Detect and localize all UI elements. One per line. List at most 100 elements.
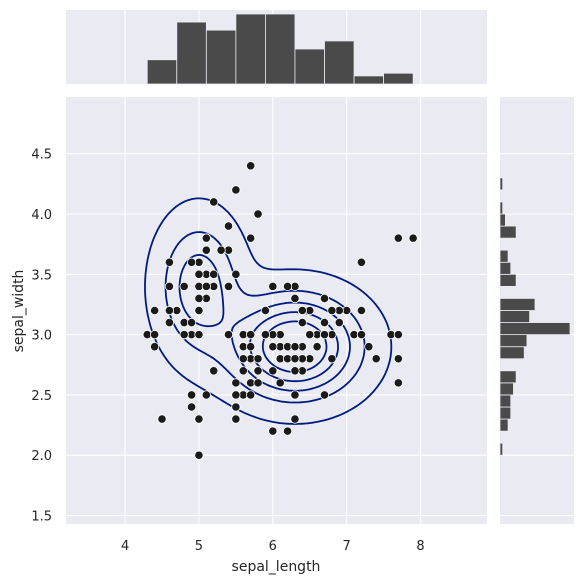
y-tick-label: 3.5 xyxy=(31,268,52,283)
scatter-point xyxy=(290,354,300,364)
scatter-point xyxy=(231,185,241,195)
scatter-point xyxy=(194,414,204,424)
scatter-point xyxy=(290,366,300,376)
scatter-point xyxy=(186,402,197,412)
scatter-point xyxy=(164,257,175,267)
scatter-point xyxy=(238,354,248,364)
x-histogram-bar xyxy=(294,48,325,85)
scatter-point xyxy=(186,257,197,267)
y-axis-label: sepal_width xyxy=(11,270,27,353)
y-histogram-bar xyxy=(499,261,512,275)
scatter-point xyxy=(371,354,381,364)
scatter-point xyxy=(305,330,315,340)
scatter-point xyxy=(319,330,330,340)
scatter-point xyxy=(356,257,367,267)
scatter-point xyxy=(253,366,263,376)
y-histogram-bar xyxy=(499,442,504,456)
scatter-point xyxy=(253,354,263,364)
scatter-point xyxy=(157,414,167,424)
scatter-point xyxy=(268,426,278,436)
scatter-point xyxy=(246,342,256,352)
scatter-point xyxy=(231,414,241,424)
scatter-point xyxy=(268,366,278,376)
y-tick-label: 3.0 xyxy=(31,329,52,344)
scatter-point xyxy=(364,342,374,352)
x-tick-label: 4 xyxy=(121,539,129,554)
scatter-point xyxy=(268,281,278,291)
scatter-point xyxy=(290,342,300,352)
plot-backgrounds xyxy=(66,10,574,524)
y-histogram-bar xyxy=(499,213,506,227)
scatter-point xyxy=(164,281,175,291)
scatter-point xyxy=(319,293,330,304)
scatter-point xyxy=(282,426,293,436)
y-histogram-bar xyxy=(499,177,504,191)
x-histogram-bar xyxy=(205,29,237,85)
scatter-point xyxy=(334,317,344,328)
scatter-point xyxy=(246,390,256,400)
scatter-point xyxy=(231,402,241,412)
y-histogram-bar xyxy=(499,334,528,348)
x-tick-label: 7 xyxy=(343,539,351,554)
x-histogram-bar xyxy=(176,21,207,85)
scatter-point xyxy=(246,161,256,171)
scatter-point xyxy=(238,366,248,376)
scatter-point xyxy=(223,330,234,340)
scatter-point xyxy=(164,305,175,316)
scatter-point xyxy=(194,450,204,460)
y-histogram-bar xyxy=(499,310,531,323)
scatter-point xyxy=(253,378,263,388)
scatter-point xyxy=(179,330,189,340)
scatter-point xyxy=(194,305,204,316)
scatter-point xyxy=(393,233,403,243)
y-tick-label: 2.0 xyxy=(31,449,52,464)
scatter-point xyxy=(194,269,204,279)
scatter-point xyxy=(209,269,219,279)
y-histogram-bar xyxy=(499,273,517,287)
main-plot-background xyxy=(66,97,487,524)
scatter-point xyxy=(275,378,285,388)
scatter-point xyxy=(297,305,307,316)
y-histogram-bar xyxy=(499,418,509,432)
scatter-point xyxy=(260,305,271,316)
scatter-point xyxy=(268,342,278,352)
scatter-point xyxy=(282,281,293,291)
x-tick-label: 8 xyxy=(416,539,424,554)
scatter-point xyxy=(201,233,211,243)
scatter-point xyxy=(408,233,418,243)
scatter-point xyxy=(290,293,300,304)
y-histogram-bar xyxy=(499,201,504,215)
kde-contours xyxy=(144,197,393,425)
y-tick-label: 4.5 xyxy=(31,148,52,163)
scatter-point xyxy=(209,197,219,207)
y-histogram-bar xyxy=(499,225,517,239)
marginal-histograms xyxy=(146,13,571,456)
scatter-point xyxy=(186,317,197,328)
x-histogram-bar xyxy=(353,75,384,85)
y-tick-label: 1.5 xyxy=(31,510,52,525)
scatter-point xyxy=(194,293,204,304)
scatter-point xyxy=(393,354,403,364)
scatter-point xyxy=(164,317,175,328)
scatter-point xyxy=(297,317,307,328)
x-tick-label: 5 xyxy=(195,539,203,554)
scatter-point xyxy=(393,378,403,388)
scatter-points xyxy=(142,161,418,460)
scatter-point xyxy=(356,330,367,340)
scatter-point xyxy=(216,245,226,255)
scatter-point xyxy=(327,354,337,364)
scatter-point xyxy=(201,281,211,291)
x-histogram-bar xyxy=(146,59,178,85)
scatter-point xyxy=(393,330,403,340)
scatter-point xyxy=(223,281,234,291)
scatter-point xyxy=(312,342,322,352)
scatter-point xyxy=(231,269,241,279)
x-axis-label: sepal_length xyxy=(232,559,321,575)
scatter-point xyxy=(186,390,197,400)
y-histogram-bar xyxy=(499,249,509,263)
scatter-point xyxy=(231,390,241,400)
y-histogram-bar xyxy=(499,370,517,384)
y-histogram-bar xyxy=(499,298,536,311)
scatter-point xyxy=(209,366,219,376)
scatter-point xyxy=(319,390,330,400)
